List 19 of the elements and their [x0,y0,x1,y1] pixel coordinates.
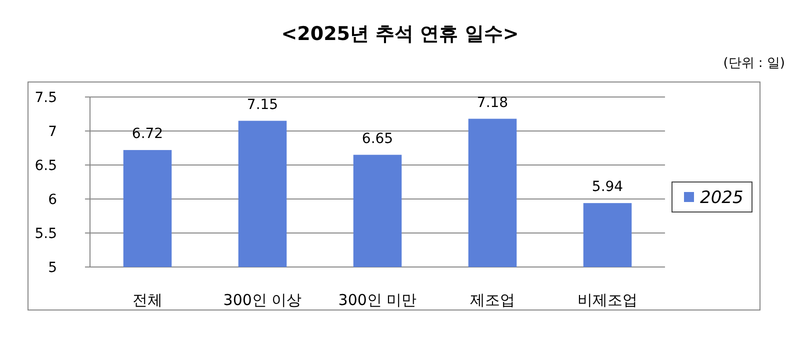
data-label: 5.94 [592,179,624,196]
legend-label: 2025 [700,188,744,208]
y-tick-label: 7 [48,124,57,140]
x-tick-label: 300인 이상 [223,291,302,309]
y-tick-label: 6 [48,192,58,208]
y-tick-label: 7.5 [34,90,57,106]
x-tick-label: 전체 [132,291,162,309]
y-tick-label: 5.5 [34,226,57,242]
chart-title: <2025년 추석 연휴 일수> [281,23,519,45]
data-label: 6.65 [362,130,394,147]
x-tick-label: 비제조업 [578,291,638,309]
y-tick-label: 5 [48,260,57,276]
data-label: 6.72 [132,126,164,142]
data-label: 7.18 [476,94,508,111]
x-tick-label: 300인 미만 [338,291,417,309]
x-tick-label: 제조업 [470,291,515,309]
text: (단위 : 일) [723,56,785,71]
data-label: 7.15 [246,96,278,113]
y-tick-label: 6.5 [34,158,57,174]
